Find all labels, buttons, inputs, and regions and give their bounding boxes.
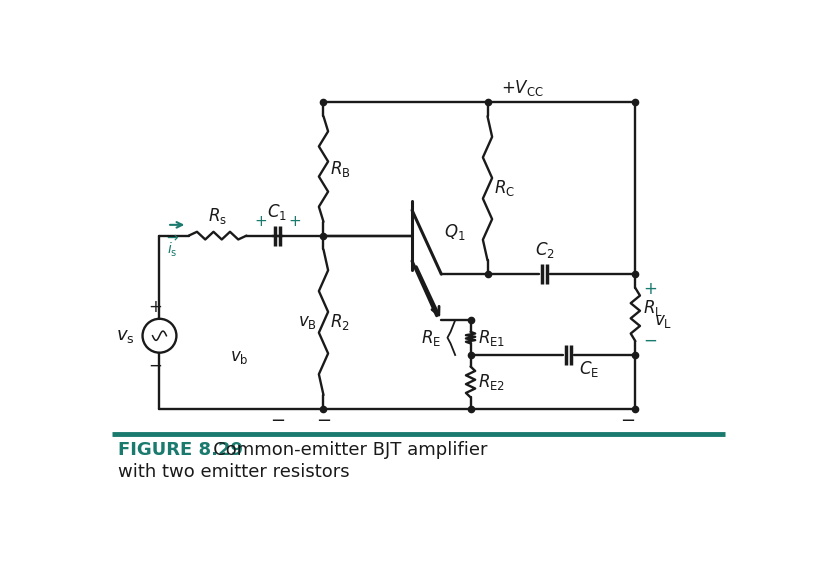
Text: $v_{\mathrm{B}}$: $v_{\mathrm{B}}$ bbox=[299, 313, 317, 331]
Text: $+V_{\mathrm{CC}}$: $+V_{\mathrm{CC}}$ bbox=[501, 78, 544, 98]
Text: $-$: $-$ bbox=[148, 356, 162, 374]
Text: $+$: $+$ bbox=[288, 214, 301, 230]
Text: $+$: $+$ bbox=[148, 298, 162, 316]
Text: Common-emitter BJT amplifier: Common-emitter BJT amplifier bbox=[197, 442, 488, 459]
Text: $-$: $-$ bbox=[316, 411, 331, 429]
Text: $+$: $+$ bbox=[643, 280, 657, 298]
Text: with two emitter resistors: with two emitter resistors bbox=[118, 463, 349, 481]
Text: $C_2$: $C_2$ bbox=[534, 240, 554, 260]
Text: $+$: $+$ bbox=[254, 214, 267, 230]
Text: $Q_1$: $Q_1$ bbox=[445, 222, 466, 242]
Text: $R_{\mathrm{E}}$: $R_{\mathrm{E}}$ bbox=[421, 328, 441, 347]
Text: $-$: $-$ bbox=[620, 411, 636, 429]
Text: $\overrightarrow{i_{\mathrm{s}}}$: $\overrightarrow{i_{\mathrm{s}}}$ bbox=[167, 234, 180, 259]
Text: $-$: $-$ bbox=[270, 411, 285, 429]
Text: $R_{\mathrm{B}}$: $R_{\mathrm{B}}$ bbox=[330, 159, 350, 179]
Text: $v_{\mathrm{b}}$: $v_{\mathrm{b}}$ bbox=[229, 348, 248, 366]
Text: $R_{\mathrm{s}}$: $R_{\mathrm{s}}$ bbox=[208, 206, 227, 227]
Text: $R_{\mathrm{C}}$: $R_{\mathrm{C}}$ bbox=[494, 178, 515, 199]
Text: $R_{\mathrm{E2}}$: $R_{\mathrm{E2}}$ bbox=[478, 372, 505, 392]
Text: $v_{\mathrm{s}}$: $v_{\mathrm{s}}$ bbox=[116, 326, 135, 345]
Text: $-$: $-$ bbox=[643, 331, 657, 349]
Text: $R_{\mathrm{L}}$: $R_{\mathrm{L}}$ bbox=[643, 298, 663, 318]
Text: $R_2$: $R_2$ bbox=[330, 312, 349, 332]
Text: $C_{\mathrm{E}}$: $C_{\mathrm{E}}$ bbox=[579, 359, 599, 379]
Text: $R_{\mathrm{E1}}$: $R_{\mathrm{E1}}$ bbox=[478, 328, 506, 347]
Text: $v_{\mathrm{L}}$: $v_{\mathrm{L}}$ bbox=[654, 312, 672, 330]
Text: $C_1$: $C_1$ bbox=[268, 201, 287, 222]
Text: FIGURE 8.29: FIGURE 8.29 bbox=[118, 442, 243, 459]
